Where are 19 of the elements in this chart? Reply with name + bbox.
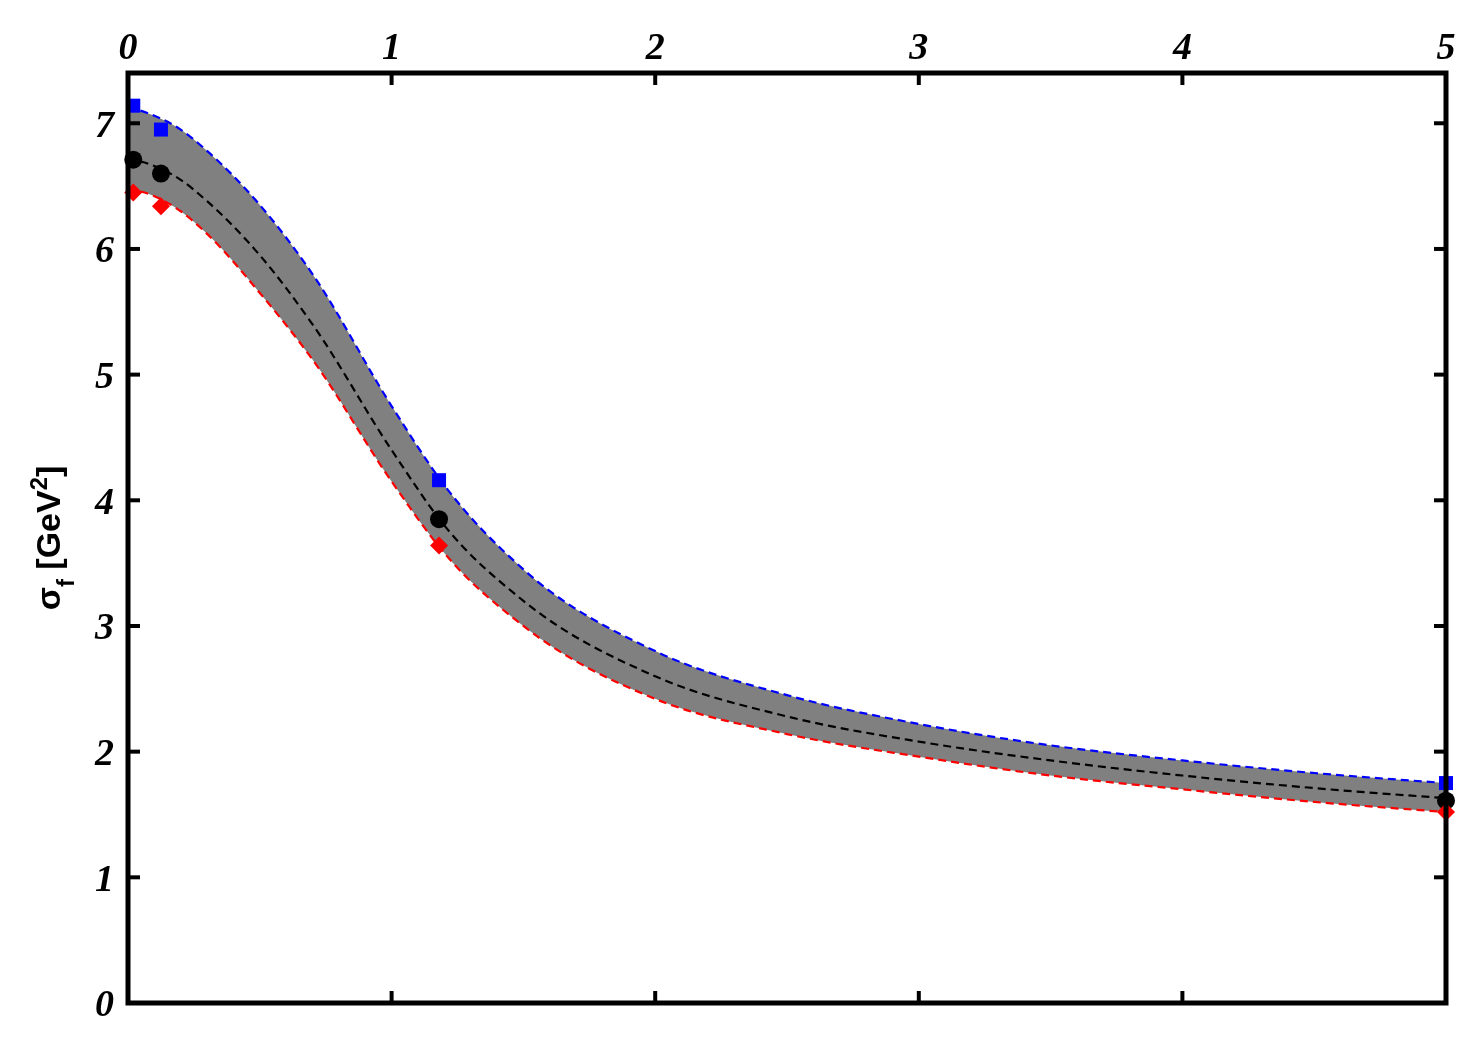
y-tick-label: 1 bbox=[95, 856, 114, 899]
x-tick-label: 5 bbox=[1436, 25, 1456, 67]
x-tick-label: 4 bbox=[1171, 25, 1192, 67]
y-tick-label: 0 bbox=[95, 982, 114, 1025]
point bbox=[153, 122, 168, 137]
y-tick-label: 5 bbox=[95, 353, 114, 396]
x-tick-label: 1 bbox=[382, 25, 402, 67]
y-tick-label: 7 bbox=[95, 102, 116, 145]
point bbox=[430, 510, 449, 529]
point bbox=[151, 197, 170, 216]
x-tick-label: 2 bbox=[644, 25, 665, 67]
y-tick-label: 3 bbox=[94, 605, 114, 648]
x-tick-label: 3 bbox=[908, 25, 929, 67]
point bbox=[432, 473, 447, 488]
point bbox=[151, 164, 170, 183]
y-tick-label: 4 bbox=[94, 479, 114, 522]
y-tick-label: 2 bbox=[94, 730, 114, 773]
point bbox=[430, 536, 449, 555]
y-tick-label: 6 bbox=[95, 228, 114, 271]
